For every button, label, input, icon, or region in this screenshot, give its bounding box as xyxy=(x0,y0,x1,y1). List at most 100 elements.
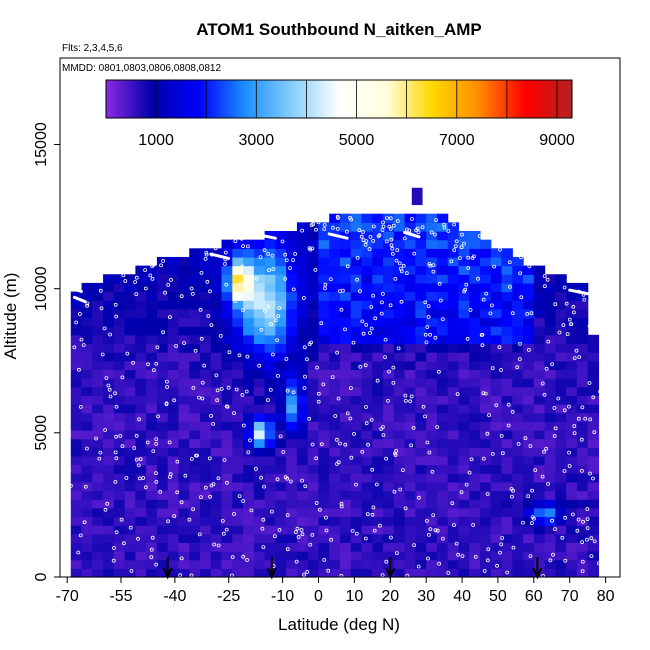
heatmap-cell xyxy=(555,412,567,422)
heatmap-cell xyxy=(544,386,556,396)
heatmap-cell xyxy=(286,516,298,526)
heatmap-cell xyxy=(404,369,416,379)
heatmap-cell xyxy=(200,291,212,301)
heatmap-cell xyxy=(383,404,395,414)
observation-point xyxy=(240,264,245,269)
heatmap-cell xyxy=(361,473,373,483)
heatmap-cell xyxy=(156,559,169,569)
heatmap-cell xyxy=(587,542,600,552)
colorbar-segment xyxy=(489,80,493,118)
heatmap-cell xyxy=(146,507,158,518)
heatmap-cell xyxy=(113,551,126,561)
heatmap-cell xyxy=(501,352,513,362)
heatmap-cell xyxy=(383,464,395,474)
heatmap-cell xyxy=(253,378,266,388)
heatmap-cell xyxy=(307,239,320,249)
observation-point xyxy=(563,515,568,520)
heatmap-cell xyxy=(436,369,449,379)
heatmap-cell xyxy=(587,343,600,353)
flight-leg xyxy=(403,230,421,239)
heatmap-cell xyxy=(221,343,233,353)
heatmap-cell xyxy=(566,542,578,552)
observation-point xyxy=(551,552,555,557)
heatmap-cell xyxy=(232,551,244,561)
heatmap-cell xyxy=(275,542,287,552)
heatmap-cell xyxy=(340,265,352,275)
colorbar-segment xyxy=(541,80,545,118)
heatmap-cell xyxy=(70,386,83,396)
heatmap-cell xyxy=(340,222,352,232)
heatmap-cell xyxy=(501,499,513,509)
observation-point xyxy=(134,292,139,297)
heatmap-cell xyxy=(221,334,233,345)
heatmap-cell xyxy=(576,360,589,370)
observation-point xyxy=(377,233,382,238)
heatmap-cell xyxy=(92,404,104,414)
heatmap-cell xyxy=(210,490,223,500)
heatmap-cell xyxy=(135,369,147,379)
heatmap-cell xyxy=(189,404,201,414)
heatmap-cell xyxy=(318,473,330,483)
heatmap-cell xyxy=(232,326,244,336)
heatmap-cell xyxy=(340,334,352,345)
heatmap-cell xyxy=(480,378,492,388)
heatmap-cell xyxy=(469,490,481,500)
heatmap-cell xyxy=(361,455,373,466)
heatmap-cell xyxy=(286,525,298,535)
heatmap-cell xyxy=(469,343,481,353)
heatmap-cell xyxy=(264,447,276,457)
observation-point xyxy=(473,555,478,559)
heatmap-cell xyxy=(415,568,427,578)
observation-point xyxy=(399,269,404,274)
heatmap-cell xyxy=(411,187,423,206)
heatmap-cell xyxy=(576,378,589,388)
heatmap-cell xyxy=(555,447,567,457)
heatmap-cell xyxy=(393,499,406,509)
observation-point xyxy=(553,426,558,431)
heatmap-cell xyxy=(253,490,266,500)
colorbar-segment xyxy=(201,80,205,118)
heatmap-cell xyxy=(587,455,600,466)
heatmap-cell xyxy=(92,395,104,405)
observation-point xyxy=(218,333,223,338)
observation-point xyxy=(565,332,570,337)
heatmap-cell xyxy=(103,533,115,543)
observation-point xyxy=(291,258,295,263)
observation-point xyxy=(396,346,401,351)
heatmap-cell xyxy=(200,265,212,275)
heatmap-cell xyxy=(329,542,341,552)
colorbar-segment xyxy=(171,80,175,118)
heatmap-cell xyxy=(135,343,147,353)
heatmap-cell xyxy=(200,455,212,466)
heatmap-cell xyxy=(340,213,352,223)
observation-point xyxy=(261,517,266,522)
colorbar-segment xyxy=(554,80,558,118)
observation-point xyxy=(134,433,139,438)
heatmap-cell xyxy=(436,447,449,457)
observation-point xyxy=(466,266,471,270)
heatmap-cell xyxy=(264,239,276,249)
heatmap-cell xyxy=(383,317,395,327)
heatmap-cell xyxy=(296,326,309,336)
observation-point xyxy=(249,508,254,513)
heatmap-cell xyxy=(243,395,255,405)
heatmap-cell xyxy=(329,352,341,362)
observation-point xyxy=(580,569,585,573)
heatmap-cell xyxy=(296,542,309,552)
heatmap-cell xyxy=(480,464,492,474)
heatmap-cell xyxy=(275,352,287,362)
heatmap-cell xyxy=(458,300,470,310)
heatmap-cell xyxy=(415,248,427,258)
heatmap-cell xyxy=(393,412,406,422)
heatmap-cell xyxy=(533,378,546,388)
heatmap-cell xyxy=(372,265,384,275)
heatmap-cell xyxy=(221,378,233,388)
heatmap-cell xyxy=(189,533,201,543)
observation-point xyxy=(330,225,335,230)
heatmap-cell xyxy=(383,507,395,518)
heatmap-cell xyxy=(92,421,104,431)
heatmap-cell xyxy=(469,559,481,569)
observation-point xyxy=(507,284,512,289)
heatmap-cell xyxy=(490,343,503,353)
heatmap-cell xyxy=(361,559,373,569)
